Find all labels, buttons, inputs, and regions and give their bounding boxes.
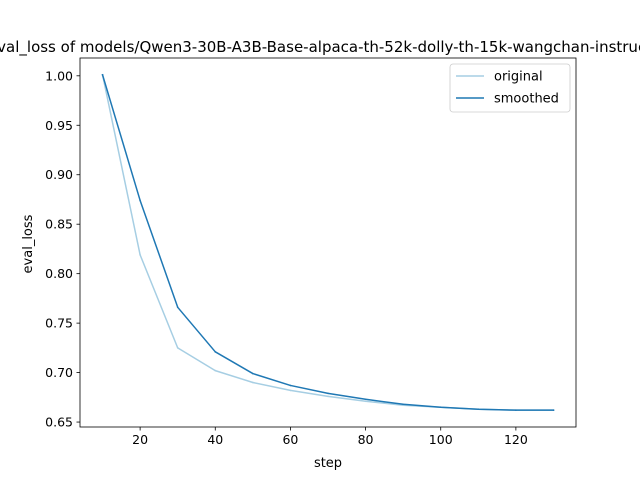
y-tick-label-1: 1.00	[45, 68, 73, 83]
legend-label-original: original	[494, 70, 543, 85]
y-tick-label-0.75: 0.75	[45, 316, 73, 331]
data-point-original-3	[214, 369, 217, 372]
data-point-smoothed-7	[364, 398, 367, 401]
x-tick-label-80: 80	[358, 432, 374, 447]
data-point-original-4	[252, 381, 254, 384]
y-tick-label-0.8: 0.80	[45, 266, 73, 281]
y-tick-label-0.7: 0.70	[45, 365, 73, 380]
plot-area	[80, 58, 576, 427]
data-point-smoothed-8	[402, 403, 404, 406]
data-point-smoothed-0	[101, 74, 104, 76]
plot-frame	[79, 57, 577, 428]
data-point-smoothed-4	[252, 372, 254, 375]
plot-background	[80, 58, 576, 427]
x-tick-label-100: 100	[429, 432, 453, 447]
data-point-smoothed-11	[515, 409, 517, 411]
legend-label-smoothed: smoothed	[494, 92, 559, 107]
x-tick-label-20: 20	[132, 432, 148, 447]
chart-title: eval_loss of models/Qwen3-30B-A3B-Base-a…	[0, 38, 640, 57]
data-point-original-6	[327, 395, 329, 398]
y-tick-label-0.9: 0.90	[45, 167, 73, 182]
data-point-smoothed-12	[552, 409, 555, 411]
y-tick-label-0.65: 0.65	[45, 415, 73, 430]
y-axis-label: eval_loss	[21, 214, 36, 273]
series-layer	[101, 73, 555, 411]
legend: original smoothed	[449, 63, 571, 113]
data-point-smoothed-5	[289, 384, 292, 387]
data-point-smoothed-10	[477, 408, 480, 410]
data-point-smoothed-1	[139, 199, 141, 202]
data-point-smoothed-9	[439, 406, 442, 409]
data-point-smoothed-6	[327, 392, 329, 395]
x-axis-label: step	[314, 456, 342, 471]
data-point-smoothed-3	[214, 351, 217, 353]
x-tick-label-120: 120	[504, 432, 528, 447]
y-tick-label-0.85: 0.85	[45, 217, 73, 232]
data-point-original-5	[289, 389, 292, 392]
data-point-original-7	[364, 400, 367, 403]
data-point-smoothed-2	[176, 306, 179, 309]
data-point-original-2	[176, 347, 179, 349]
y-tick-label-0.95: 0.95	[45, 118, 73, 133]
data-point-original-1	[139, 254, 141, 256]
axes-layer: 20 40 60 80 100 120 0.65 0.70 0.75 0.80 0.85 0.90 0.…	[45, 57, 577, 447]
x-tick-label-60: 60	[282, 432, 298, 447]
x-tick-label-40: 40	[207, 432, 223, 447]
